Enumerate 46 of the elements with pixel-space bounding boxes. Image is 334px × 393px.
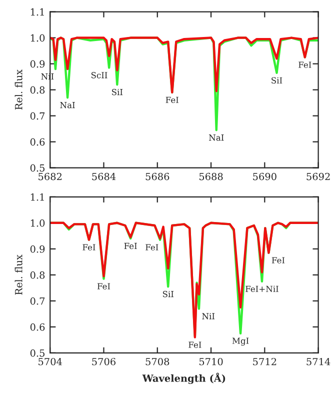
x-tick-label: 5708: [146, 358, 170, 366]
x-tick-label: 5690: [253, 172, 276, 180]
x-tick-label: 5682: [38, 172, 62, 180]
y-tick-label: 1.1: [30, 8, 44, 16]
x-tick-label: 5692: [306, 172, 330, 180]
x-tick-label: 5714: [306, 358, 330, 366]
annotation: MgI: [232, 338, 249, 346]
annotation: FeI: [124, 242, 137, 250]
y-tick-label: 0.6: [30, 323, 45, 331]
x-axis-title: Wavelength (Å): [142, 372, 226, 384]
annotation: FeI+NiI: [246, 286, 278, 292]
x-tick-label: 5712: [253, 358, 276, 366]
y-tick-label: 0.9: [30, 245, 45, 253]
x-tick-label: 5684: [92, 172, 116, 180]
x-tick-label: 5688: [199, 172, 223, 180]
y-axis-title: Rel. flux: [14, 254, 22, 295]
annotation: FeI: [272, 257, 285, 264]
y-tick-label: 0.5: [30, 164, 44, 172]
x-tick-label: 5710: [199, 358, 223, 366]
annotation: FeI: [146, 244, 158, 250]
annotation: SiI: [272, 77, 282, 84]
annotation: NaI: [209, 134, 224, 141]
y-tick-label: 0.7: [30, 112, 45, 120]
y-tick-label: 0.9: [30, 60, 45, 68]
annotation: FeI: [82, 244, 96, 250]
annotation: FeI: [97, 283, 110, 290]
x-tick-label: 5686: [146, 172, 170, 180]
x-tick-label: 5704: [38, 358, 62, 366]
y-tick-label: 0.6: [30, 138, 45, 146]
annotation: SiI: [112, 88, 123, 96]
annotation: ScII: [91, 72, 108, 78]
annotation: NiI: [202, 313, 215, 320]
annotation: NaI: [60, 102, 75, 108]
y-tick-label: 1.1: [30, 193, 44, 201]
y-tick-label: 0.8: [30, 271, 45, 279]
y-tick-label: 1.0: [30, 34, 45, 42]
annotation: FeI: [298, 62, 312, 68]
annotation: FeI: [188, 342, 202, 348]
y-tick-label: 0.7: [30, 297, 45, 305]
y-tick-label: 1.0: [30, 219, 45, 227]
annotation: SiI: [162, 290, 174, 298]
annotation: FeI: [166, 96, 178, 104]
y-tick-label: 0.5: [30, 349, 44, 357]
y-tick-label: 0.8: [30, 86, 45, 94]
y-axis-title: Rel. flux: [14, 70, 22, 110]
x-tick-label: 5706: [92, 358, 116, 366]
